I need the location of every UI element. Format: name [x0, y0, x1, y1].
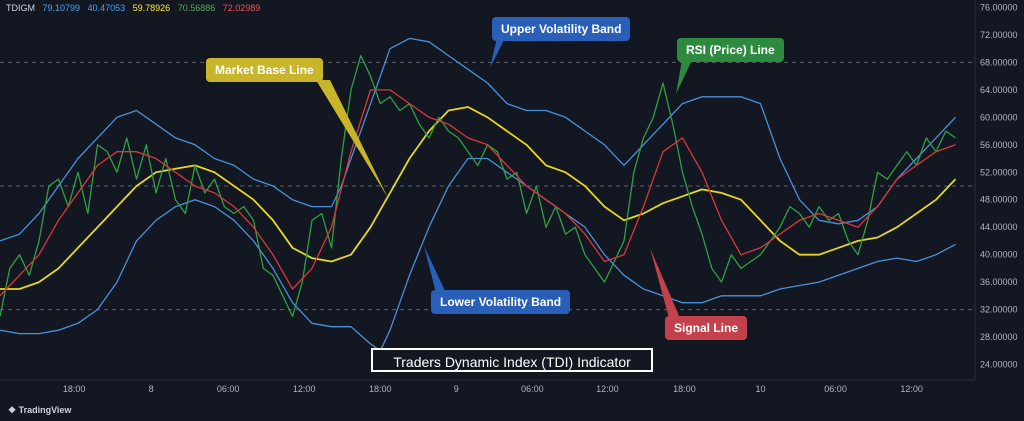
y-tick-label: 52.00000 — [980, 167, 1018, 177]
series-line-rsi — [0, 54, 956, 318]
reference-levels — [0, 61, 975, 311]
y-tick-label: 44.00000 — [980, 222, 1018, 232]
legend-lower-band-value: 40.47053 — [87, 3, 126, 13]
series-line-base — [0, 106, 957, 290]
brand-label: TradingView — [18, 405, 72, 415]
y-axis-ticks: 24.00000 28.00000 32.00000 36.00000 40.00000… — [980, 3, 1018, 370]
plot-background — [0, 0, 975, 380]
callout-signal-line: Signal Line — [665, 316, 748, 340]
tradingview-logo-icon: ❖ — [8, 405, 19, 415]
legend-signal-value: 72.02989 — [222, 3, 261, 13]
legend-upper-band-value: 79.10799 — [42, 3, 81, 13]
series-lines — [0, 37, 957, 352]
y-tick-label: 76.00000 — [980, 3, 1018, 13]
plot-area — [0, 0, 975, 380]
y-tick-label: 28.00000 — [980, 332, 1018, 342]
y-tick-label: 68.00000 — [980, 57, 1018, 67]
y-tick-label: 48.00000 — [980, 195, 1018, 205]
series-line-upper — [0, 37, 956, 242]
legend-rsi-value: 70.56886 — [177, 3, 216, 13]
x-tick-label: 8 — [149, 384, 154, 394]
callout-market-base-line: Market Base Line — [206, 58, 323, 82]
y-tick-label: 24.00000 — [980, 360, 1018, 370]
pointer-lower-band — [424, 246, 446, 293]
x-tick-label: 18:00 — [63, 384, 86, 394]
tradingview-brand: ❖ TradingView — [8, 405, 71, 416]
y-tick-label: 56.00000 — [980, 140, 1018, 150]
x-tick-label: 12:00 — [596, 384, 619, 394]
y-tick-label: 60.00000 — [980, 112, 1018, 122]
callout-lower-volatility-band: Lower Volatility Band — [431, 290, 571, 314]
pointer-market-base — [316, 80, 388, 198]
x-tick-label: 18:00 — [369, 384, 392, 394]
x-tick-label: 06:00 — [824, 384, 847, 394]
pointer-rsi — [676, 60, 692, 94]
callout-pointers — [316, 38, 692, 318]
series-line-lower — [0, 157, 956, 352]
y-tick-label: 64.00000 — [980, 85, 1018, 95]
y-tick-label: 40.00000 — [980, 250, 1018, 260]
y-tick-label: 36.00000 — [980, 277, 1018, 287]
chart-title: Traders Dynamic Index (TDI) Indicator — [371, 348, 653, 372]
x-tick-label: 06:00 — [521, 384, 544, 394]
x-tick-label: 10 — [755, 384, 765, 394]
x-tick-label: 12:00 — [293, 384, 316, 394]
series-line-signal — [0, 89, 956, 297]
x-tick-label: 06:00 — [217, 384, 240, 394]
pointer-upper-band — [490, 38, 505, 68]
x-tick-label: 18:00 — [673, 384, 696, 394]
y-tick-label: 72.00000 — [980, 30, 1018, 40]
x-tick-label: 12:00 — [900, 384, 923, 394]
x-tick-label: 9 — [454, 384, 459, 394]
x-axis-ticks: 18:00 8 06:00 12:00 18:00 9 06:00 12:00 18:00 10 0… — [63, 384, 923, 394]
legend-base-line-value: 59.78926 — [132, 3, 171, 13]
callout-upper-volatility-band: Upper Volatility Band — [492, 17, 631, 41]
pointer-signal — [650, 248, 680, 318]
legend-symbol: TDIGM — [6, 3, 35, 13]
legend: TDIGM 79.10799 40.47053 59.78926 70.5688… — [6, 3, 265, 13]
y-tick-label: 32.00000 — [980, 305, 1018, 315]
callout-rsi-line: RSI (Price) Line — [677, 38, 784, 62]
